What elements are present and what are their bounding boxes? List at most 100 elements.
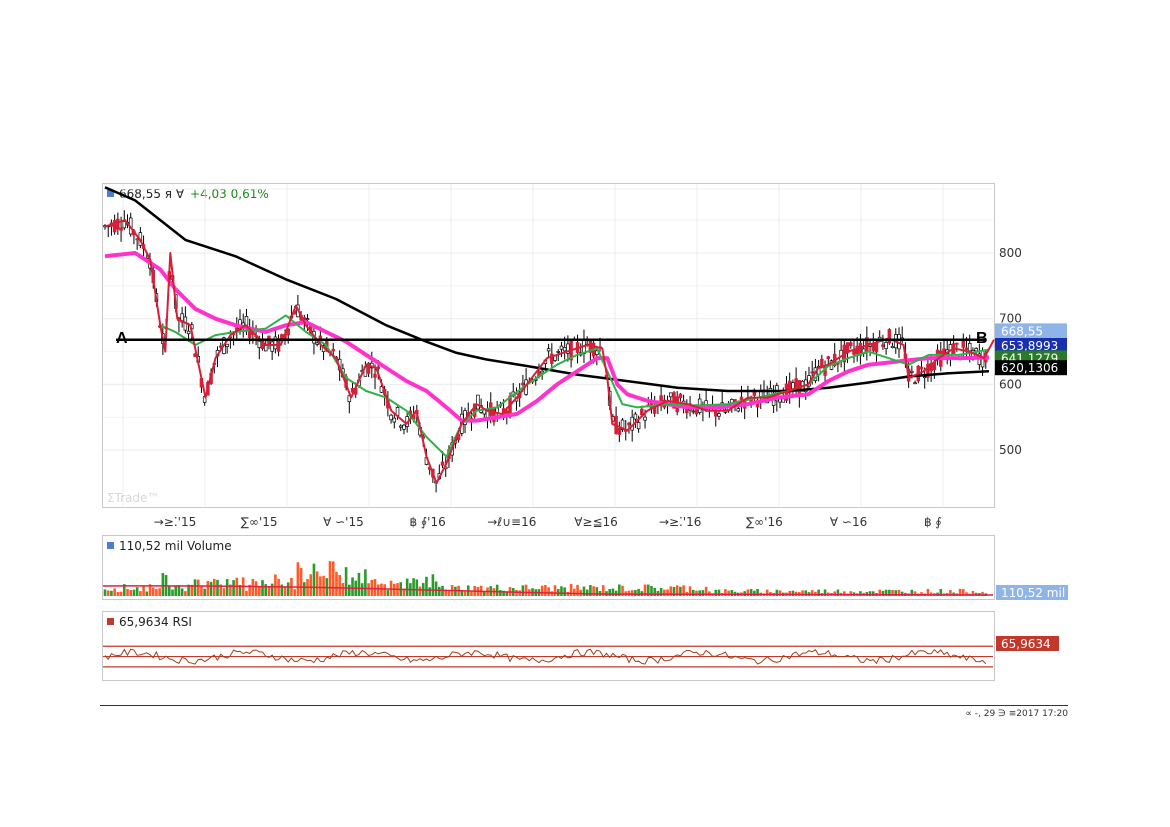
volume-bar [585,589,589,596]
volume-bar [402,588,406,596]
volume-bar [833,591,837,596]
volume-bar [106,590,110,596]
volume-bar [116,591,120,596]
volume-bar [139,591,142,596]
volume-bar [261,580,264,596]
candle-body [556,351,561,353]
volume-bar [646,584,650,596]
candle-body [135,238,139,241]
volume-bar [110,590,113,596]
volume-bar [643,584,647,596]
volume-bar [897,589,901,596]
volume-bar [672,586,676,596]
candle-body [373,373,377,378]
candle-body [955,342,959,345]
volume-bar [248,584,251,596]
volume-bar [171,589,174,596]
volume-bar [743,591,746,596]
volume-bar [582,586,586,596]
volume-bar [618,584,621,596]
volume-bar [309,574,313,596]
volume-bar [383,584,386,596]
volume-bar [348,584,351,596]
candle-body [884,342,888,350]
candle-body [392,417,397,423]
volume-bar [891,589,894,596]
volume-bar [280,584,284,596]
candle-body [672,392,676,409]
volume-bar [145,591,149,596]
y-tick-label: 600 [999,377,1022,391]
candle-body [331,348,335,352]
volume-bar [483,591,486,596]
volume-bar [753,590,756,596]
volume-bar [878,589,882,596]
candle-body [273,336,278,350]
price-legend-value: 668,55 я ∀ [119,187,185,201]
y-tick-label: 500 [999,443,1022,457]
volume-bar [103,589,107,596]
candle-body [874,342,879,353]
volume-bar [675,585,679,596]
volume-bar [319,576,322,596]
volume-bar [900,591,904,596]
candle-body [961,340,966,348]
volume-bar [971,590,975,596]
volume-bar [495,584,499,596]
volume-bar [888,589,891,596]
candle-body [778,398,782,403]
volume-bar [544,585,547,596]
rsi-tag: 65,9634 [1001,637,1051,651]
candle-body [669,392,673,398]
volume-bar [470,591,473,596]
volume-bar [360,583,364,596]
volume-bar [460,590,464,596]
volume-bar [344,567,348,596]
candle-body [910,370,914,373]
candle-body [122,221,127,229]
candle-body [366,362,371,374]
candle-body [116,218,120,230]
x-tick-label: ∀ ∽16 [830,515,867,529]
label-b: B [976,330,988,347]
volume-legend: 110,52 mil Volume [107,539,232,553]
volume-bar [727,590,730,596]
volume-bar [634,590,637,596]
volume-bar [823,589,827,596]
volume-bar [965,592,968,596]
volume-bar [364,569,367,596]
volume-bar [428,587,431,596]
volume-bar [270,583,274,596]
candle-body [315,342,319,345]
candle-body [913,382,917,385]
volume-bar [447,590,451,596]
volume-bar [193,579,197,596]
volume-bar [184,591,187,596]
candle-body [540,370,544,374]
volume-bar [283,587,287,596]
volume-bar [434,581,438,596]
volume-bar [663,589,666,596]
volume-bar [871,591,875,596]
volume-bar [653,587,656,596]
volume-bar [801,590,804,596]
volume-bar [286,582,290,596]
price-legend-change: +4,03 0,61% [190,187,269,201]
rsi-legend-swatch [107,618,114,625]
label-a: A [116,330,128,347]
volume-bar [611,588,615,596]
candle-body [858,342,863,356]
rsi-legend: 65,9634 RSI [107,615,192,629]
volume-bar [158,588,161,596]
volume-bar [849,591,853,596]
volume-bar [203,588,206,596]
volume-bar [196,579,200,596]
volume-bar [129,590,133,596]
volume-bar [540,585,544,596]
volume-bar [910,589,914,596]
volume-bar [691,589,695,596]
candle-body [225,343,229,347]
volume-bar [119,591,123,596]
candle-body [967,343,972,352]
volume-bar [438,586,441,596]
